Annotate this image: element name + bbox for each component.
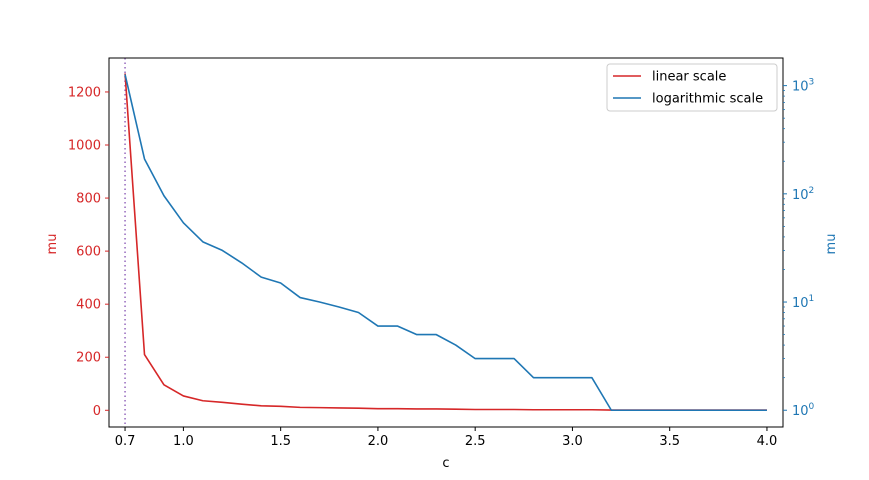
left-y-tick-label: 600 [76, 245, 101, 260]
left-y-axis-label: mu [45, 234, 60, 255]
x-tick-label: 1.5 [270, 434, 291, 449]
x-axis-label: c [442, 456, 449, 471]
x-tick-label: 2.5 [465, 434, 486, 449]
x-tick-label: 3.5 [659, 434, 680, 449]
series-line-log [124, 74, 767, 412]
x-tick-label: 2.0 [368, 434, 389, 449]
left-y-tick-label: 0 [93, 404, 101, 419]
legend-label: linear scale [652, 70, 726, 85]
left-y-tick-label: 400 [76, 298, 101, 313]
left-y-tick-label: 800 [76, 192, 101, 207]
right-y-tick-label: 103 [792, 78, 814, 95]
legend-box [606, 63, 778, 112]
series-line-linear [124, 73, 767, 411]
legend: linear scale logarithmic scale [606, 63, 778, 112]
x-tick-label: 1.0 [173, 434, 194, 449]
x-tick-label: 4.0 [757, 434, 778, 449]
left-y-tick-label: 1000 [68, 139, 101, 154]
left-y-tick-label: 200 [76, 351, 101, 366]
plot-frame [108, 57, 784, 428]
right-y-tick-label: 102 [792, 186, 814, 203]
right-y-tick-label: 101 [792, 294, 814, 311]
right-y-axis-label: mu [824, 234, 839, 255]
left-y-tick-label: 1200 [68, 85, 101, 100]
right-y-tick-label: 100 [792, 402, 815, 419]
axes: 0.7 1.0 1.5 2.0 2.5 3.0 3.5 4.0 0 200 400 600 800 100… [68, 57, 815, 449]
x-tick-label: 3.0 [562, 434, 583, 449]
plot-area [124, 58, 767, 427]
legend-label: logarithmic scale [652, 92, 763, 107]
x-tick-label: 0.7 [115, 434, 136, 449]
